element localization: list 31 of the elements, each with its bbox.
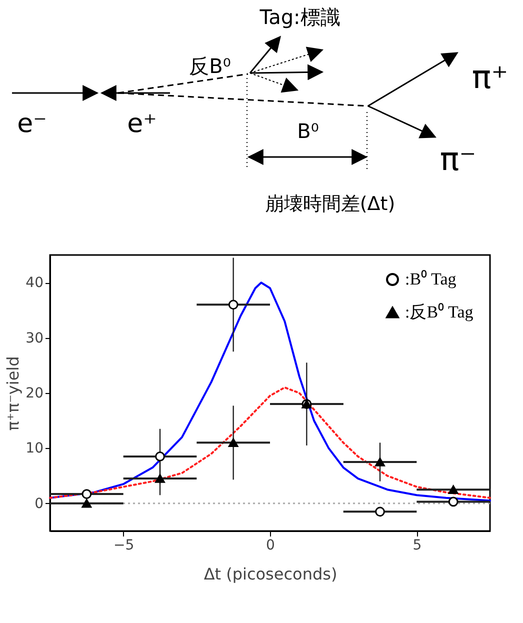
- text: 崩壊時間差(Δt): [264, 193, 396, 215]
- x-tick-label: 5: [412, 538, 422, 554]
- point: [228, 300, 238, 310]
- point: [82, 489, 92, 499]
- point: [155, 474, 165, 483]
- text: π⁺: [472, 58, 508, 96]
- y-tick-label: 10: [26, 440, 44, 457]
- legend-label: :反B⁰ Tag: [405, 302, 474, 322]
- point: [82, 499, 92, 508]
- x-tick-label: 0: [266, 538, 275, 554]
- point: [228, 438, 238, 448]
- y-tick-label: 30: [26, 330, 44, 346]
- line-series: [49, 386, 491, 499]
- text: e⁺: [127, 109, 157, 139]
- y-tick-label: 40: [26, 275, 44, 292]
- legend-label: :B⁰ Tag: [405, 270, 457, 288]
- text: π⁻: [440, 140, 476, 178]
- y-axis-title: π⁺π⁻yield: [4, 356, 23, 431]
- x-tick-label: −5: [114, 538, 134, 554]
- y-tick-label: 0: [34, 496, 44, 512]
- text: Tag:標識: [258, 5, 340, 29]
- text: 反B⁰: [189, 54, 231, 78]
- point: [375, 506, 385, 517]
- point: [375, 458, 385, 466]
- text: B⁰: [297, 119, 319, 143]
- y-tick-label: 20: [26, 386, 44, 402]
- x-axis-title: Δt (picoseconds): [204, 564, 338, 584]
- point: [448, 485, 458, 494]
- text: e⁻: [17, 109, 47, 139]
- point: [155, 452, 165, 462]
- point: [448, 496, 458, 507]
